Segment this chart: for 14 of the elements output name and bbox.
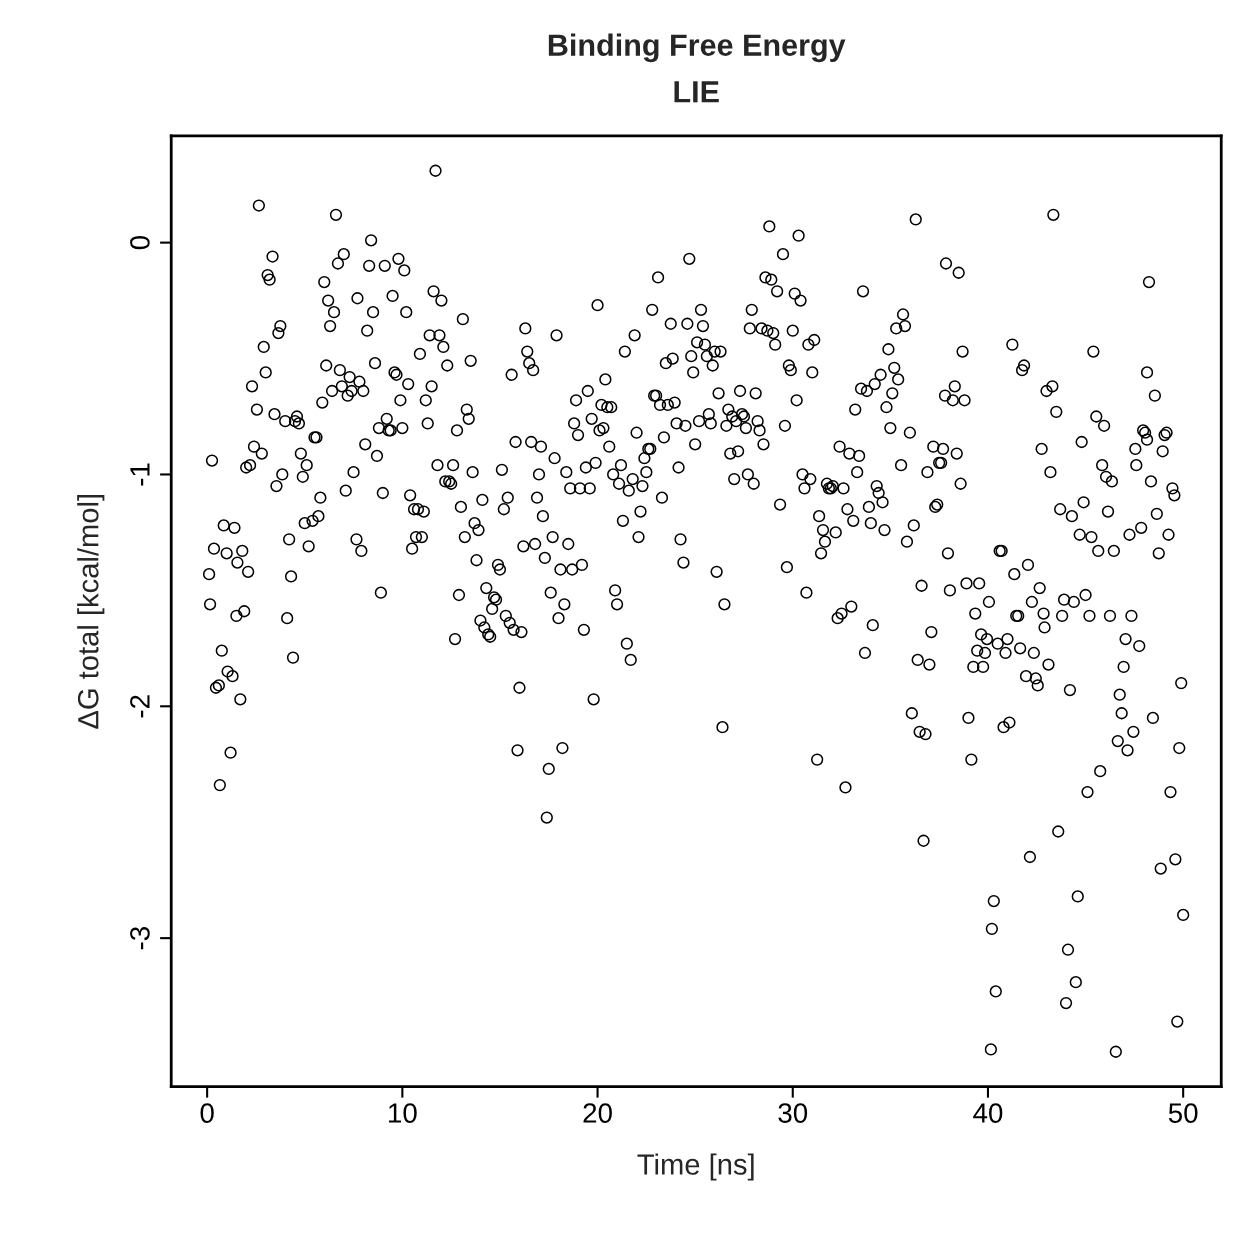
chart-subtitle: LIE — [674, 81, 719, 103]
y-tick-label: -1 — [130, 463, 150, 486]
x-tick-label: 10 — [389, 1103, 417, 1123]
y-tick-label: -3 — [130, 927, 150, 950]
x-tick-label: 0 — [200, 1103, 214, 1123]
x-tick-label: 40 — [973, 1103, 1003, 1123]
y-tick-label: 0 — [130, 235, 150, 250]
chart-title: Binding Free Energy — [548, 33, 846, 63]
x-tick-label: 30 — [778, 1103, 808, 1123]
x-tick-label: 50 — [1168, 1103, 1198, 1123]
y-axis-title: ΔG total [kcal/mol] — [77, 494, 105, 729]
x-tick-label: 20 — [583, 1103, 612, 1123]
x-axis-title: Time [ns] — [637, 1153, 754, 1181]
y-tick-label: -2 — [130, 695, 150, 718]
